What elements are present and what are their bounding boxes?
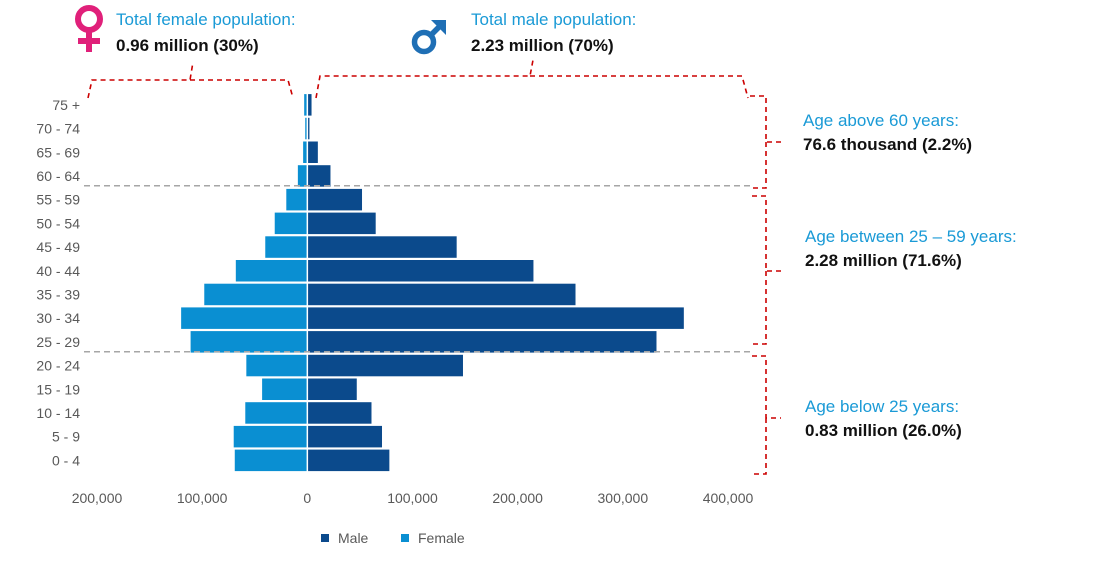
female-bar	[303, 141, 308, 163]
female-bar	[262, 378, 308, 400]
female-bar	[305, 117, 308, 140]
female-bar	[274, 212, 308, 235]
y-tick-label: 40 - 44	[36, 263, 80, 279]
male-bar	[307, 449, 390, 472]
between-25-59-title: Age between 25 – 59 years:	[805, 227, 1017, 246]
x-tick-label: 100,000	[177, 490, 228, 506]
male-bar	[307, 117, 310, 140]
y-tick-label: 20 - 24	[36, 358, 80, 374]
y-tick-label: 0 - 4	[52, 452, 80, 468]
x-tick-label: 0	[303, 490, 311, 506]
legend-swatch	[321, 534, 329, 542]
y-tick-label: 10 - 14	[36, 405, 80, 421]
male-bar	[307, 212, 376, 235]
above-60-value: 76.6 thousand (2.2%)	[803, 135, 973, 154]
y-tick-label: 75 +	[52, 97, 80, 113]
y-tick-label: 70 - 74	[36, 121, 80, 137]
y-axis-tick-labels: 75 + 70 - 74 65 - 69 60 - 64 55 - 59 50 - 54 4…	[36, 97, 80, 469]
y-tick-label: 55 - 59	[36, 192, 80, 208]
y-tick-label: 35 - 39	[36, 286, 80, 302]
female-bar	[235, 260, 308, 282]
above-60-title: Age above 60 years:	[803, 111, 959, 130]
male-bar	[307, 378, 357, 400]
y-tick-label: 50 - 54	[36, 215, 80, 231]
male-bar	[307, 188, 363, 211]
female-symbol-icon	[75, 5, 103, 52]
below-25-title: Age below 25 years:	[805, 397, 960, 416]
below-25-brace	[752, 355, 781, 475]
female-bar	[246, 354, 308, 377]
female-total-value: 0.96 million (30%)	[116, 36, 259, 55]
male-bar	[307, 307, 684, 329]
female-bar	[297, 165, 308, 187]
x-tick-label: 200,000	[72, 490, 123, 506]
between-25-59-value: 2.28 million (71.6%)	[805, 251, 962, 270]
male-total-value: 2.23 million (70%)	[471, 36, 614, 55]
male-bar	[307, 141, 318, 163]
y-tick-label: 65 - 69	[36, 144, 80, 160]
y-tick-label: 25 - 29	[36, 334, 80, 350]
legend: Male Female	[321, 530, 465, 546]
x-axis-tick-labels: 200,000 100,000 0 100,000 200,000 300,000 400,…	[72, 490, 754, 506]
y-tick-label: 60 - 64	[36, 168, 80, 184]
female-bar	[265, 236, 308, 258]
bars-layer	[181, 93, 684, 473]
male-bar	[307, 236, 457, 258]
male-bar	[307, 425, 383, 448]
female-bar	[204, 283, 308, 306]
male-bar	[307, 94, 312, 116]
male-symbol-icon	[411, 20, 446, 55]
male-bar	[307, 260, 534, 282]
male-total-title: Total male population:	[471, 10, 637, 29]
y-tick-label: 15 - 19	[36, 381, 80, 397]
age-group-dividers	[84, 185, 752, 353]
male-brace	[315, 59, 749, 99]
female-bar	[190, 331, 308, 353]
y-tick-label: 30 - 34	[36, 310, 80, 326]
female-bar	[233, 425, 308, 448]
bracket-callouts	[87, 59, 781, 475]
x-tick-label: 200,000	[492, 490, 543, 506]
y-tick-label: 45 - 49	[36, 239, 80, 255]
below-25-value: 0.83 million (26.0%)	[805, 421, 962, 440]
legend-label: Male	[338, 530, 369, 546]
between-25-59-brace	[752, 195, 781, 345]
male-bar	[307, 402, 372, 424]
above-60-brace	[750, 95, 781, 189]
female-bar	[286, 188, 308, 211]
x-tick-label: 300,000	[598, 490, 649, 506]
x-tick-label: 400,000	[703, 490, 754, 506]
male-bar	[307, 165, 331, 187]
female-brace	[87, 61, 294, 99]
x-tick-label: 100,000	[387, 490, 438, 506]
y-tick-label: 5 - 9	[52, 429, 80, 445]
female-bar	[245, 402, 308, 424]
female-bar	[181, 307, 308, 329]
legend-label: Female	[418, 530, 465, 546]
male-bar	[307, 331, 657, 353]
male-bar	[307, 354, 463, 377]
female-bar	[234, 449, 308, 472]
female-total-title: Total female population:	[116, 10, 296, 29]
male-bar	[307, 283, 576, 306]
legend-swatch	[401, 534, 409, 542]
female-bar	[304, 94, 308, 116]
